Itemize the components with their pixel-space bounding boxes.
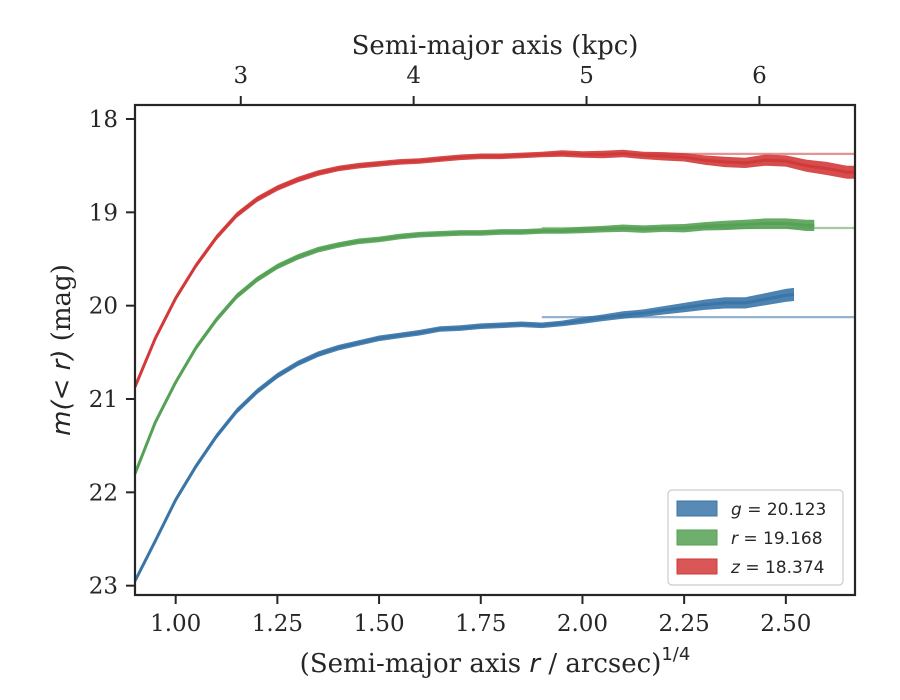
top-x-tick-label: 5 [579,63,594,89]
series-lines [133,152,855,582]
y-tick-label: 22 [89,480,118,506]
series-line [133,152,855,388]
x-tick-label: 2.50 [760,611,811,637]
top-x-tick-label: 3 [233,63,248,89]
y-tick-label: 18 [89,107,118,133]
series-band [135,149,855,390]
plot-frame [133,103,857,597]
legend-label: z = 18.374 [730,558,824,578]
bottom-x-axis: 1.00 1.25 1.50 1.75 2.00 2.25 2.50 [150,595,811,637]
x-tick-label: 2.00 [557,611,608,637]
top-x-axis: 3 4 5 6 [233,63,767,105]
asymptote-lines [541,152,855,319]
x-tick-label: 1.25 [252,611,303,637]
y-tick-label: 20 [89,294,118,320]
top-x-tick-label: 6 [752,63,767,89]
x-tick-label: 2.25 [659,611,710,637]
y-tick-label: 19 [89,200,118,226]
top-x-axis-title: Semi-major axis (kpc) [352,31,639,61]
y-axis-title: m(< r) (mag) [47,264,77,436]
legend-swatch [676,500,718,517]
series-line [133,222,815,475]
x-axis-title: (Semi-major axis r / arcsec)1/4 [300,644,691,679]
y-tick-label: 23 [89,574,118,600]
legend-label: g = 20.123 [731,500,826,520]
top-x-tick-label: 4 [406,63,421,89]
y-tick-label: 21 [89,387,118,413]
series-band [135,218,815,477]
legend-label: r = 19.168 [731,529,823,549]
x-tick-label: 1.50 [353,611,404,637]
x-tick-label: 1.00 [150,611,201,637]
legend-swatch [676,529,718,546]
series-line [133,293,795,582]
left-y-axis: 18 19 20 21 22 23 [89,107,135,600]
x-tick-label: 1.75 [455,611,506,637]
legend-swatch [676,558,718,575]
legend: g = 20.123 r = 19.168 z = 18.374 [667,489,844,586]
